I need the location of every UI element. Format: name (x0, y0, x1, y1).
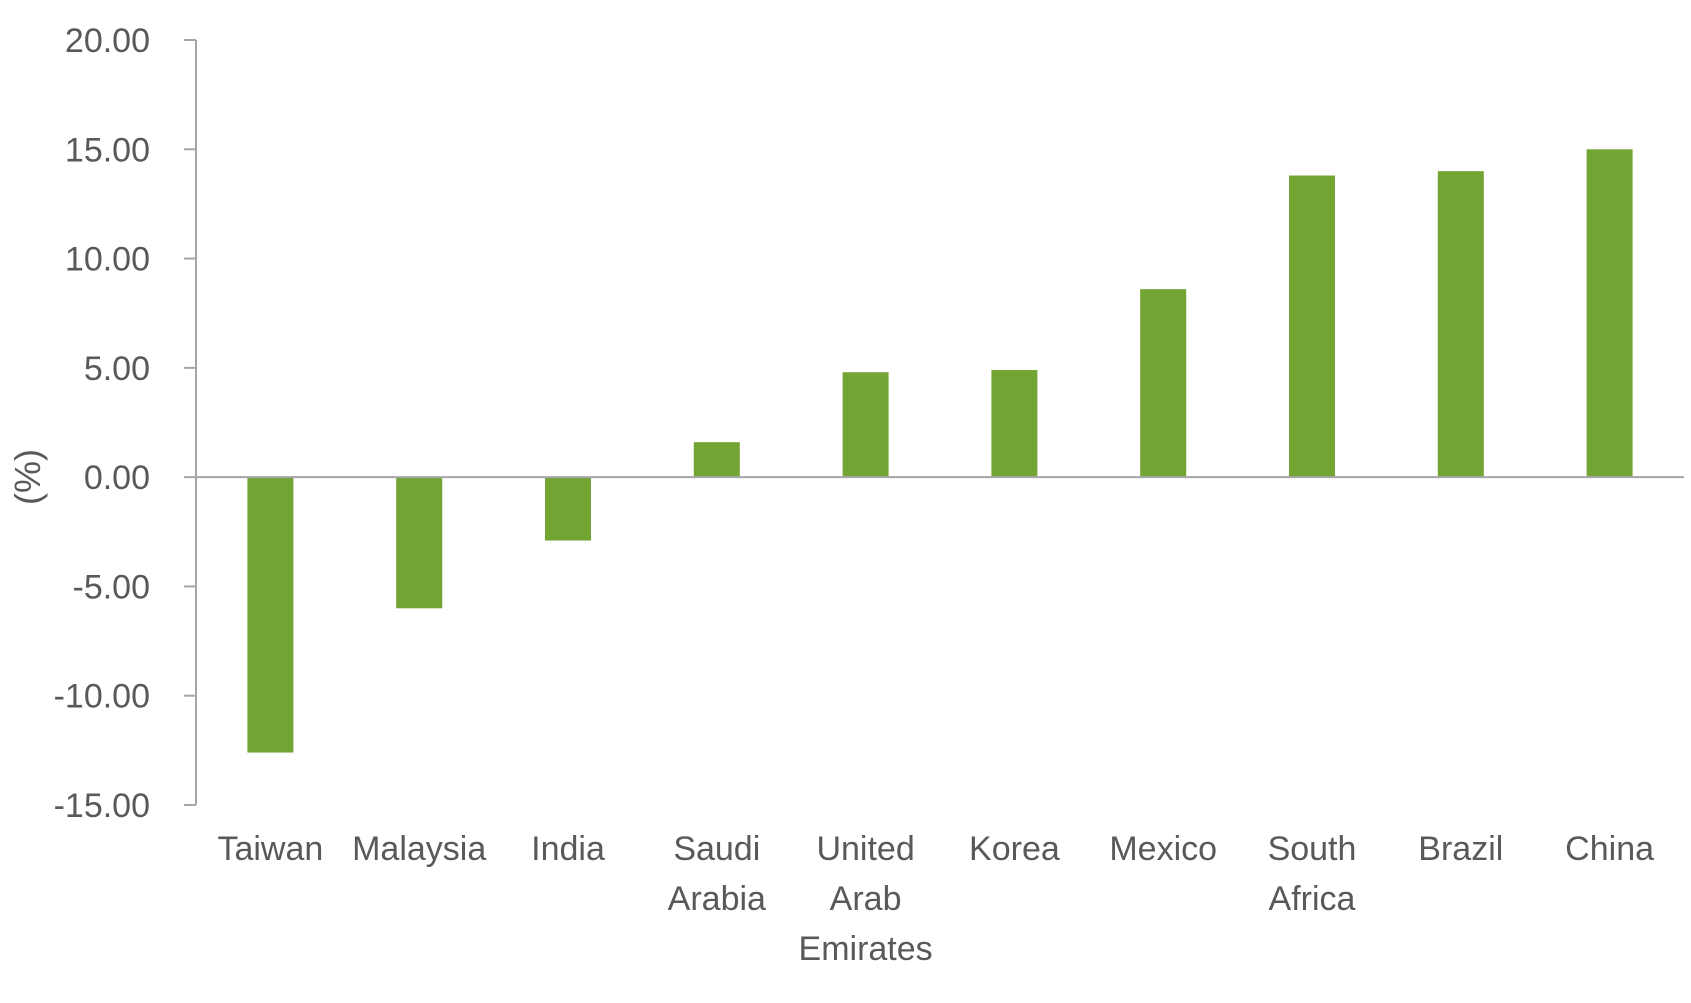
y-axis-title: (%) (7, 449, 48, 505)
bar-brazil (1437, 171, 1484, 478)
y-tick-label: 20.00 (65, 22, 150, 60)
x-category-label: South Africa (1268, 830, 1357, 918)
x-category-label: Korea (969, 830, 1060, 868)
x-category-label: Taiwan (217, 830, 323, 868)
bar-india (545, 477, 591, 541)
x-labels-group: Taiwan Malaysia India Saudi Arabia United Arab… (217, 830, 1654, 968)
y-axis-title-group: (%) (7, 449, 48, 505)
y-tick-label: 15.00 (65, 131, 150, 169)
y-tick-label: 0.00 (84, 459, 150, 497)
y-tick-label: -15.00 (54, 787, 150, 825)
x-category-label: Brazil (1418, 830, 1503, 868)
y-tick-label: -5.00 (73, 568, 151, 606)
x-category-label: Malaysia (352, 830, 486, 868)
bar-malaysia (396, 477, 443, 609)
bar-korea (991, 370, 1038, 478)
bar-united-arab-emirates (842, 372, 889, 478)
x-category-label: India (531, 830, 605, 868)
x-category-label: United Arab Emirates (799, 830, 933, 968)
bar-china (1586, 149, 1633, 478)
bar-south-africa (1289, 175, 1335, 478)
x-category-label: Mexico (1109, 830, 1217, 868)
bar-mexico (1140, 289, 1187, 478)
x-category-label: China (1565, 830, 1654, 868)
x-category-label: Saudi Arabia (668, 830, 766, 918)
y-tick-label: 10.00 (65, 241, 150, 279)
y-tick-label: -10.00 (54, 678, 150, 716)
bar-taiwan (247, 477, 294, 753)
y-tick-label: 5.00 (84, 350, 150, 388)
bar-saudi-arabia (693, 442, 740, 478)
bars-group (247, 149, 1633, 753)
axes-group (195, 40, 1684, 805)
y-ticks-group: 20.00 15.00 10.00 5.00 0.00 -5.00 -10.00 -15.00 (54, 22, 196, 825)
